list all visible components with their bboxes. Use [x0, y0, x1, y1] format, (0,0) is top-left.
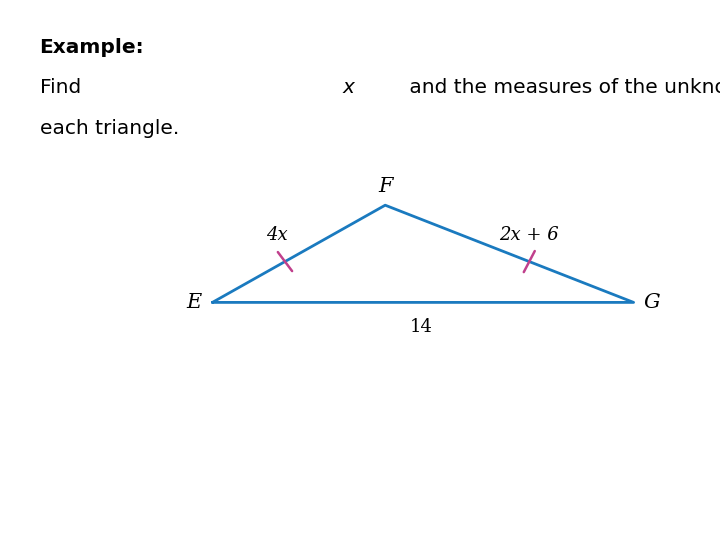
Text: Example:: Example: [40, 38, 144, 57]
Text: x: x [343, 78, 354, 97]
Text: each triangle.: each triangle. [40, 119, 179, 138]
Text: G: G [643, 293, 660, 312]
Text: E: E [186, 293, 202, 312]
Text: 2x + 6: 2x + 6 [500, 226, 559, 244]
Text: and the measures of the unknown sides of: and the measures of the unknown sides of [403, 78, 720, 97]
Text: F: F [378, 177, 392, 196]
Text: Find: Find [40, 78, 87, 97]
Text: 14: 14 [410, 318, 433, 336]
Text: 4x: 4x [266, 226, 288, 244]
